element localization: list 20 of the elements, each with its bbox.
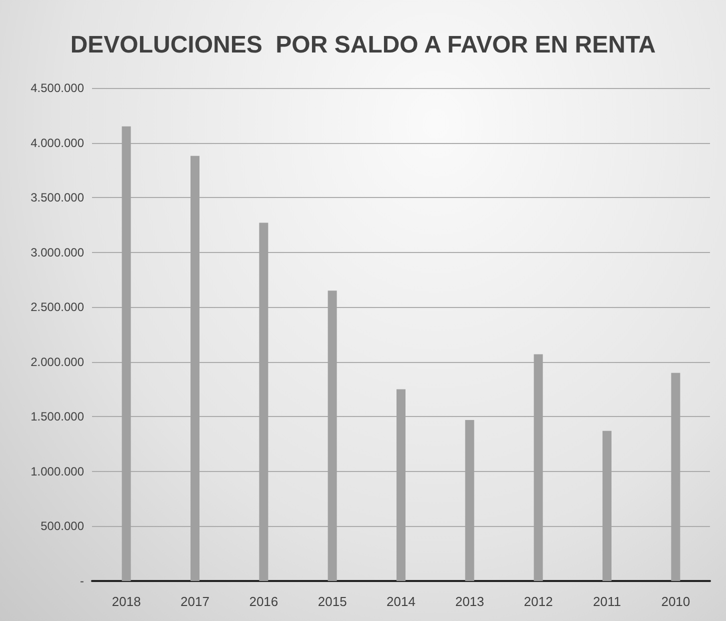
x-tick-label: 2016 — [249, 594, 278, 609]
y-tick-label: 2.500.000 — [30, 300, 84, 314]
y-tick-label: 1.500.000 — [30, 410, 84, 424]
chart-title: DEVOLUCIONES POR SALDO A FAVOR EN RENTA — [70, 32, 656, 58]
y-tick-label: 500.000 — [40, 519, 84, 534]
y-tick-label: 4.500.000 — [30, 81, 84, 95]
y-tick-label: 4.000.000 — [30, 136, 84, 150]
y-tick-label: 2.000.000 — [30, 354, 84, 369]
x-tick-label: 2014 — [386, 594, 416, 609]
x-tick-label: 2018 — [112, 594, 141, 609]
x-tick-label: 2010 — [661, 594, 690, 609]
y-tick-label: - — [80, 574, 84, 588]
x-tick-label: 2015 — [318, 594, 347, 609]
x-tick-label: 2017 — [180, 594, 210, 609]
y-tick-label: 3.500.000 — [30, 190, 84, 205]
x-tick-label: 2012 — [524, 594, 553, 609]
y-tick-label: 1.000.000 — [30, 464, 84, 478]
x-tick-label: 2011 — [593, 594, 621, 609]
y-tick-label: 3.000.000 — [30, 245, 84, 260]
x-tick-label: 2013 — [455, 594, 484, 609]
